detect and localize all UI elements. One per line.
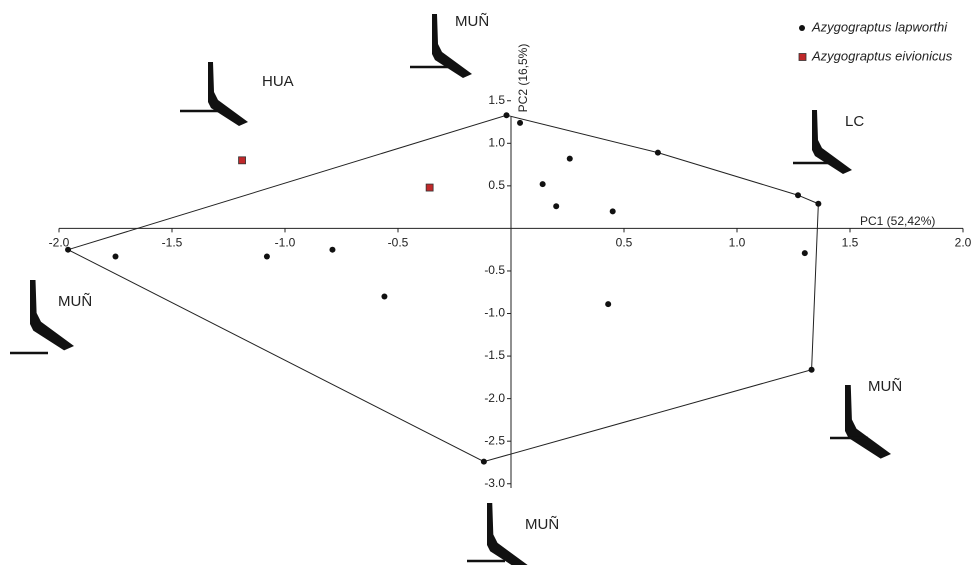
annotation: HUA	[262, 73, 294, 90]
point	[610, 208, 616, 214]
x-tick-label: -1.0	[275, 236, 296, 250]
x-tick-label: -0.5	[388, 236, 409, 250]
annotation: MUÑ	[868, 378, 902, 395]
y-tick-label: 1.0	[488, 135, 505, 149]
point	[795, 192, 801, 198]
x-tick-label: 0.5	[616, 236, 633, 250]
point	[481, 459, 487, 465]
y-tick-label: -0.5	[484, 263, 505, 277]
y-tick-label: -2.0	[484, 391, 505, 405]
legend-label: Azygograptus lapworthi	[811, 19, 948, 34]
y-tick-label: -1.5	[484, 348, 505, 362]
point	[381, 294, 387, 300]
specimen-icon	[487, 503, 529, 565]
x-tick-label: 1.5	[842, 236, 859, 250]
point	[426, 184, 433, 191]
annotation: MUÑ	[525, 516, 559, 533]
point	[605, 301, 611, 307]
point	[239, 157, 246, 164]
point	[567, 156, 573, 162]
chart: PC1 (52,42%) PC2 (16,5%) -2.0 -1.5 -1.0 -0.…	[0, 0, 973, 565]
x-tick-label: 1.0	[729, 236, 746, 250]
y-tick-label: -3.0	[484, 476, 505, 490]
point	[802, 250, 808, 256]
point	[65, 247, 71, 253]
specimen-icon	[845, 385, 891, 459]
legend-label: Azygograptus eivionicus	[811, 48, 953, 63]
y-tick-label: -2.5	[484, 433, 505, 447]
point	[264, 253, 270, 259]
legend-marker	[799, 54, 806, 61]
point	[815, 201, 821, 207]
y-tick-label: -1.0	[484, 306, 505, 320]
point	[655, 150, 661, 156]
x-tick-label: 2.0	[955, 236, 972, 250]
hull	[68, 115, 818, 461]
page: {"chart_data": {"type": "scatter", "x_la…	[0, 0, 973, 565]
point	[553, 203, 559, 209]
point	[809, 367, 815, 373]
specimen-icon	[208, 62, 248, 126]
point	[113, 253, 119, 259]
y-tick-label: 1.5	[488, 93, 505, 107]
annotation: LC	[845, 113, 864, 130]
y-axis-label: PC2 (16,5%)	[516, 44, 530, 113]
point	[503, 112, 509, 118]
legend-marker	[799, 25, 805, 31]
x-axis-label: PC1 (52,42%)	[860, 214, 935, 228]
point	[329, 247, 335, 253]
annotation: MUÑ	[58, 293, 92, 310]
point	[517, 120, 523, 126]
point	[540, 181, 546, 187]
annotation: MUÑ	[455, 13, 489, 30]
x-tick-label: -1.5	[162, 236, 183, 250]
specimen-icon	[30, 280, 74, 350]
y-tick-label: 0.5	[488, 178, 505, 192]
